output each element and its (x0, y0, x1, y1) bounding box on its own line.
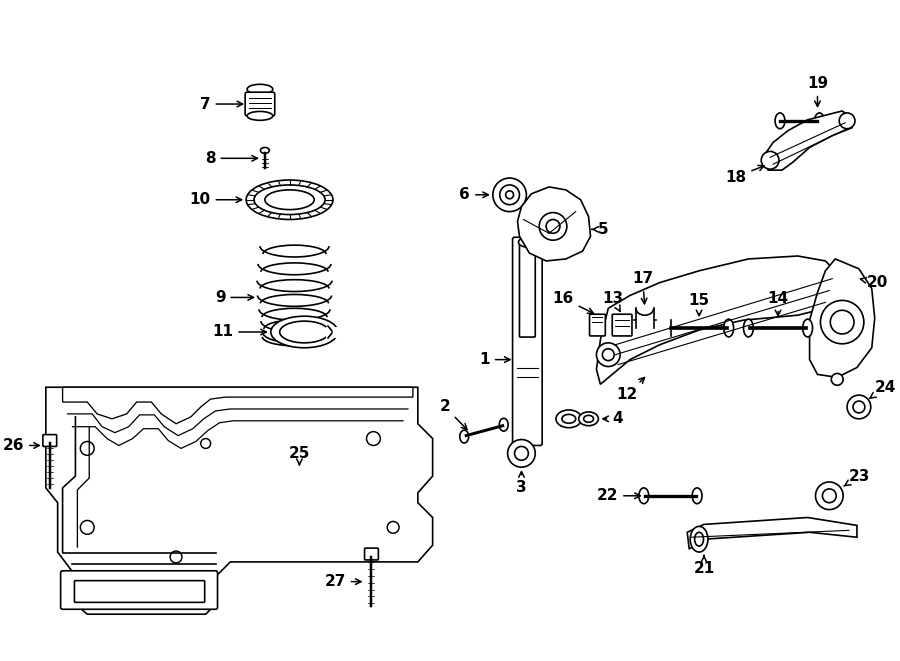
Ellipse shape (254, 185, 325, 215)
Text: 3: 3 (516, 472, 526, 495)
Ellipse shape (692, 488, 702, 504)
Ellipse shape (775, 113, 785, 129)
Ellipse shape (803, 319, 813, 337)
Ellipse shape (271, 316, 338, 348)
Polygon shape (63, 387, 413, 424)
Text: 10: 10 (190, 192, 241, 208)
Circle shape (815, 482, 843, 510)
Circle shape (853, 401, 865, 413)
Ellipse shape (248, 112, 273, 120)
Ellipse shape (724, 319, 733, 337)
Circle shape (170, 551, 182, 563)
Circle shape (597, 343, 620, 366)
Text: 22: 22 (597, 488, 640, 503)
FancyBboxPatch shape (519, 243, 536, 337)
Circle shape (201, 438, 211, 448)
FancyBboxPatch shape (60, 571, 218, 609)
Ellipse shape (583, 415, 593, 422)
Polygon shape (46, 387, 433, 614)
Text: 20: 20 (860, 275, 888, 290)
Circle shape (508, 440, 536, 467)
Text: 21: 21 (693, 556, 715, 576)
Ellipse shape (248, 85, 273, 94)
Ellipse shape (562, 414, 576, 423)
Text: 2: 2 (439, 399, 467, 430)
Polygon shape (518, 187, 590, 261)
Text: 15: 15 (688, 293, 709, 316)
Polygon shape (810, 259, 875, 377)
Text: 25: 25 (289, 446, 310, 465)
FancyBboxPatch shape (75, 580, 204, 602)
Text: 11: 11 (212, 325, 266, 340)
Circle shape (839, 113, 855, 129)
Ellipse shape (518, 237, 536, 247)
Text: 12: 12 (616, 377, 644, 402)
Text: 26: 26 (3, 438, 40, 453)
Text: 24: 24 (869, 379, 896, 399)
Text: 23: 23 (844, 469, 870, 486)
Text: 5: 5 (592, 222, 608, 237)
Ellipse shape (246, 180, 333, 219)
Ellipse shape (690, 526, 708, 552)
Text: 8: 8 (205, 151, 257, 166)
Ellipse shape (265, 190, 314, 210)
Ellipse shape (695, 532, 704, 546)
Ellipse shape (280, 321, 329, 343)
Circle shape (80, 520, 94, 534)
FancyBboxPatch shape (43, 434, 57, 446)
Circle shape (387, 522, 399, 533)
Circle shape (500, 185, 519, 205)
Ellipse shape (579, 412, 599, 426)
Ellipse shape (639, 488, 649, 504)
Text: 18: 18 (725, 165, 764, 184)
Circle shape (539, 213, 567, 240)
Circle shape (493, 178, 526, 212)
FancyBboxPatch shape (590, 314, 606, 336)
Text: 7: 7 (200, 97, 243, 112)
Polygon shape (597, 256, 837, 384)
FancyBboxPatch shape (612, 314, 632, 336)
Circle shape (546, 219, 560, 233)
Ellipse shape (743, 319, 753, 337)
FancyBboxPatch shape (364, 548, 378, 560)
Text: 9: 9 (215, 290, 254, 305)
Ellipse shape (460, 430, 469, 443)
Text: 6: 6 (459, 187, 489, 202)
Circle shape (832, 373, 843, 385)
Ellipse shape (522, 233, 532, 241)
Ellipse shape (814, 113, 824, 129)
Text: 13: 13 (603, 291, 624, 311)
Ellipse shape (500, 418, 508, 431)
Circle shape (761, 151, 779, 169)
Ellipse shape (260, 147, 269, 153)
Text: 19: 19 (807, 76, 828, 106)
FancyBboxPatch shape (245, 92, 274, 116)
Circle shape (366, 432, 381, 446)
Circle shape (847, 395, 871, 419)
Polygon shape (688, 518, 857, 549)
Text: 27: 27 (324, 574, 361, 589)
Text: 16: 16 (553, 291, 593, 313)
Circle shape (821, 300, 864, 344)
Text: 17: 17 (633, 271, 653, 304)
Ellipse shape (556, 410, 581, 428)
FancyBboxPatch shape (513, 237, 542, 446)
Circle shape (831, 310, 854, 334)
Circle shape (515, 446, 528, 460)
Circle shape (506, 191, 514, 199)
Circle shape (80, 442, 94, 455)
Circle shape (823, 489, 836, 503)
Text: 1: 1 (480, 352, 510, 367)
Polygon shape (766, 111, 852, 170)
Circle shape (602, 349, 614, 361)
Text: 14: 14 (768, 291, 788, 316)
Text: 4: 4 (603, 411, 623, 426)
